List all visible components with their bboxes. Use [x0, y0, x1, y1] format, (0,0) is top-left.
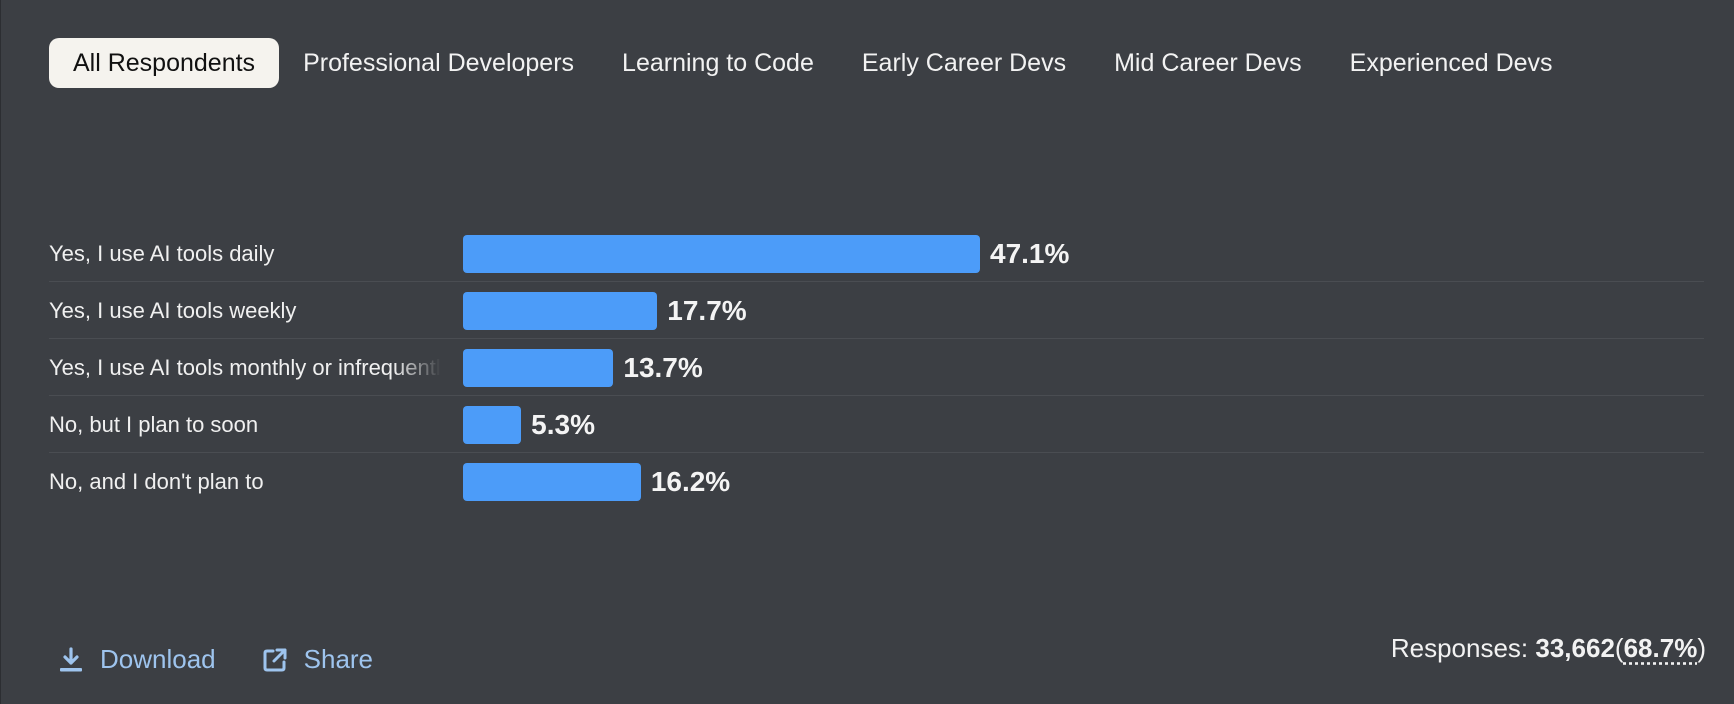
footer-actions: Download Share — [58, 644, 419, 675]
bar-value-label: 17.7% — [667, 295, 747, 326]
bar-value-label: 16.2% — [650, 466, 731, 497]
responses-open-paren: ( — [1614, 633, 1624, 663]
bar-value-label: 13.7% — [623, 352, 703, 383]
tab-all-respondents[interactable]: All Respondents — [49, 38, 280, 88]
responses-label: Responses: — [1390, 633, 1529, 663]
bar-value-label: 5.3% — [531, 409, 595, 440]
chart-row: No, but I plan to soon 5.3% — [49, 396, 1704, 453]
respondent-tabs: All Respondents Professional Developers … — [49, 38, 1577, 88]
download-label: Download — [100, 644, 216, 674]
tab-early-career-devs[interactable]: Early Career Devs — [861, 49, 1067, 77]
tab-mid-career-devs[interactable]: Mid Career Devs — [1114, 49, 1302, 77]
bar — [463, 235, 980, 273]
external-link-icon — [263, 648, 287, 671]
bar-value-label: 47.1% — [990, 238, 1070, 269]
responses-summary: Responses: 33,662(68.7%) — [1391, 633, 1706, 664]
bar — [463, 349, 614, 387]
responses-count: 33,662 — [1535, 633, 1615, 663]
share-button[interactable]: Share — [262, 644, 373, 675]
chart-row: Yes, I use AI tools weekly 17.7% — [49, 282, 1704, 339]
tab-experienced-devs[interactable]: Experienced Devs — [1349, 49, 1553, 77]
category-label: No, and I don't plan to — [49, 469, 264, 494]
share-label: Share — [303, 644, 374, 674]
responses-percentage[interactable]: 68.7% — [1623, 633, 1698, 663]
bar — [463, 406, 522, 444]
bar — [463, 292, 658, 330]
category-label: Yes, I use AI tools weekly — [49, 298, 297, 323]
tab-learning-to-code[interactable]: Learning to Code — [622, 49, 814, 77]
chart-row: Yes, I use AI tools monthly or infrequen… — [49, 339, 1704, 396]
responses-close-paren: ) — [1697, 633, 1706, 663]
tab-professional-developers[interactable]: Professional Developers — [303, 49, 575, 77]
category-label: Yes, I use AI tools monthly or infrequen… — [49, 355, 441, 380]
chart-row: Yes, I use AI tools daily 47.1% — [49, 225, 1704, 282]
download-button[interactable]: Download — [58, 644, 216, 675]
window-edge — [0, 0, 1, 704]
download-icon — [60, 646, 82, 671]
chart-row: No, and I don't plan to 16.2% — [49, 453, 1704, 510]
category-label: Yes, I use AI tools daily — [49, 241, 275, 266]
category-label: No, but I plan to soon — [49, 412, 259, 437]
bar-chart: Yes, I use AI tools daily 47.1% Yes, I use… — [49, 225, 1704, 510]
bar — [463, 463, 641, 501]
